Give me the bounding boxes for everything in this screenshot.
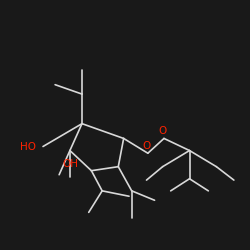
Text: OH: OH	[62, 159, 78, 169]
Text: O: O	[158, 126, 167, 136]
Text: HO: HO	[20, 142, 36, 152]
Text: O: O	[142, 141, 151, 151]
